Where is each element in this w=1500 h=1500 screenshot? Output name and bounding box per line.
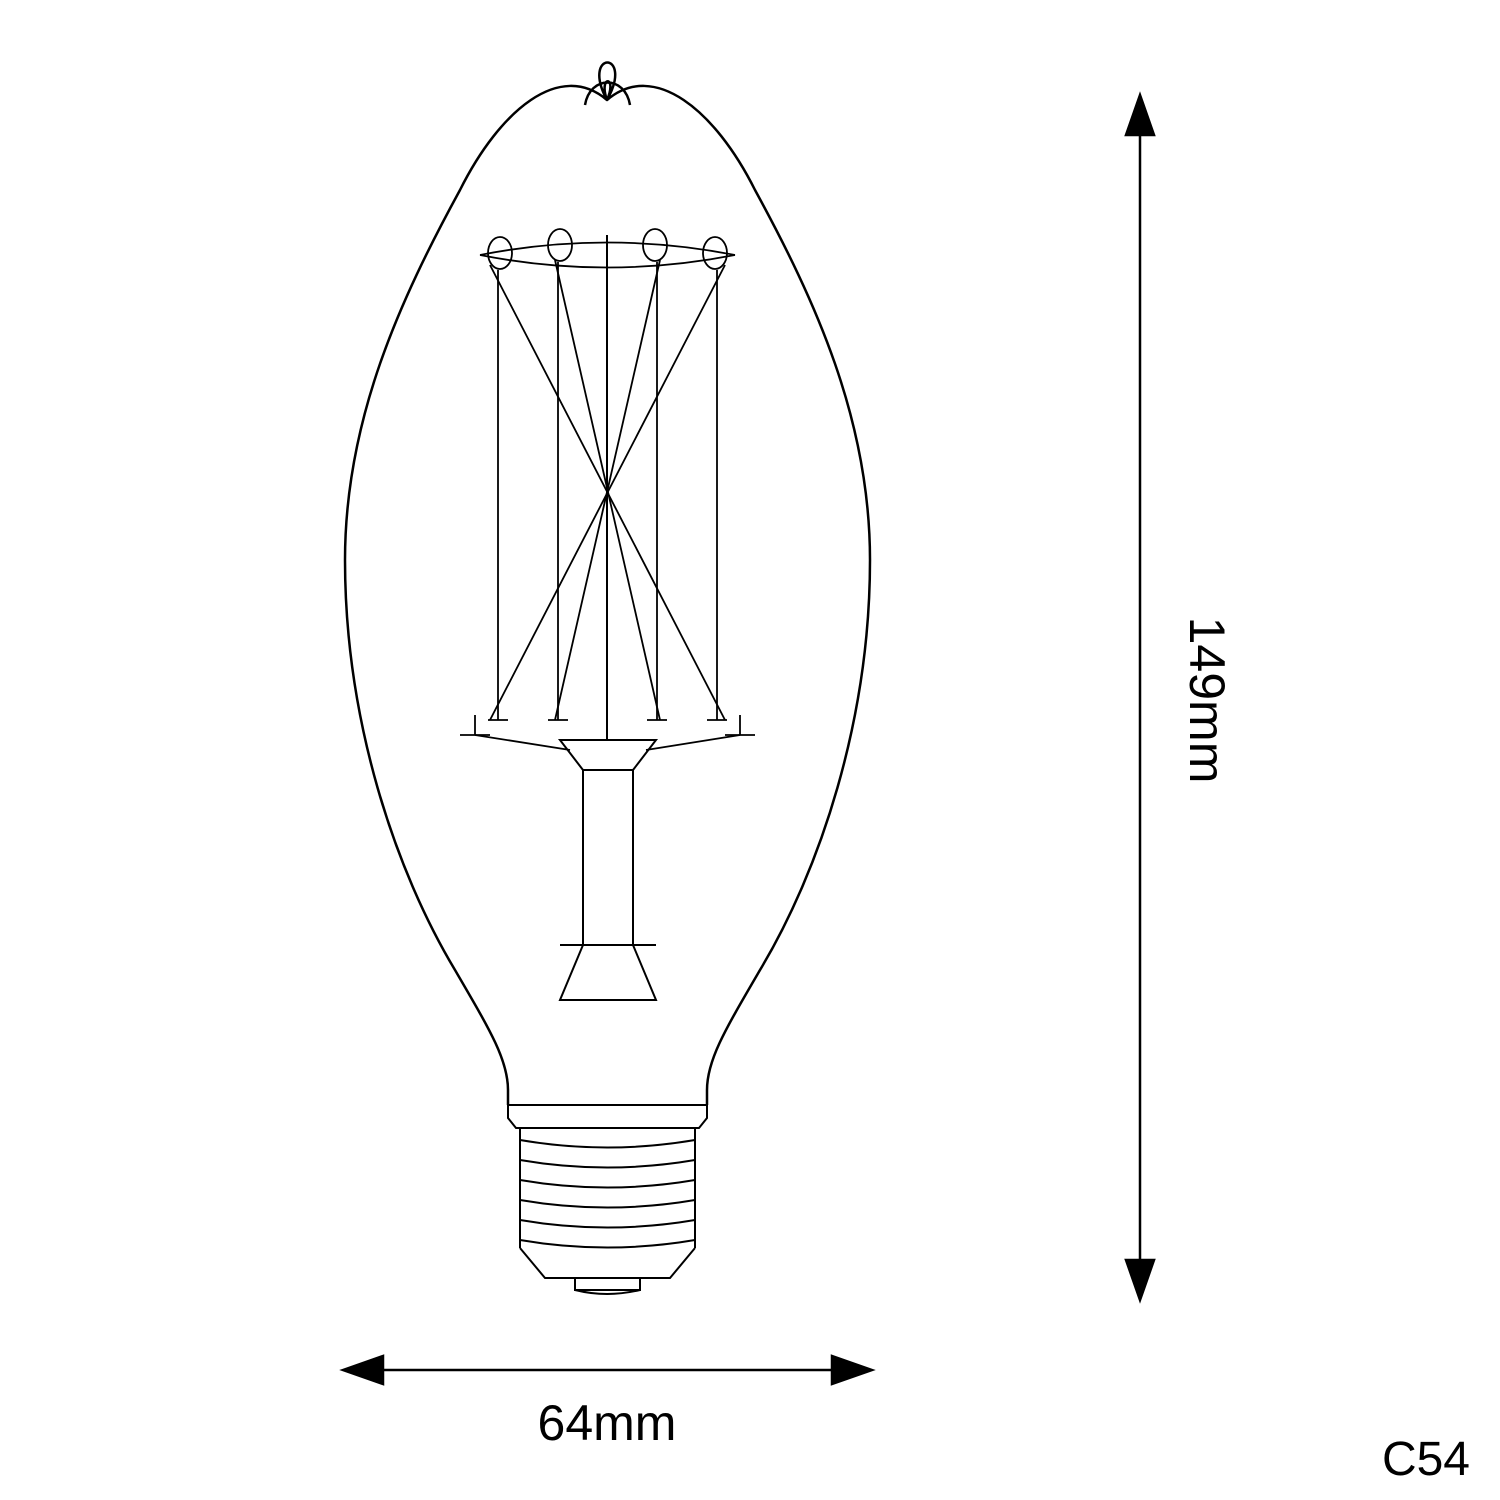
width-dimension (343, 1356, 872, 1384)
bulb-collar (508, 1105, 707, 1128)
bulb-tip (585, 83, 630, 106)
height-dimension (1126, 95, 1154, 1300)
filament-stem (560, 235, 656, 1000)
bulb-dimension-diagram: 149mm 64mm C54 (0, 0, 1500, 1500)
height-label: 149mm (1179, 617, 1235, 784)
product-code: C54 (1382, 1433, 1470, 1486)
screw-base (520, 1128, 695, 1294)
width-label: 64mm (538, 1395, 677, 1451)
